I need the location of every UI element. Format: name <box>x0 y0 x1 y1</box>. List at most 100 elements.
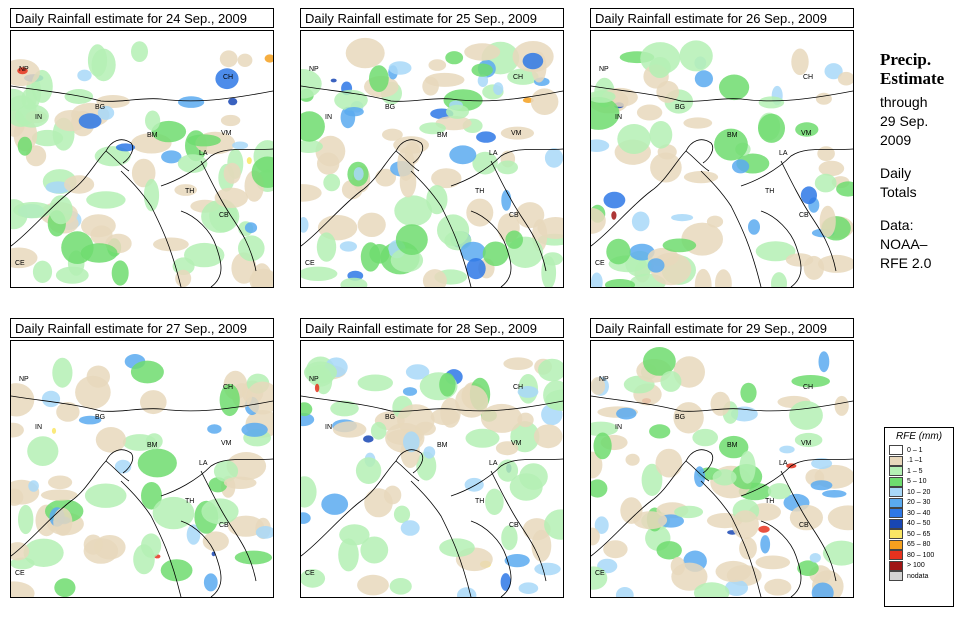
legend-swatch <box>889 455 903 466</box>
country-label-in: IN <box>325 114 332 121</box>
country-border <box>120 480 182 597</box>
country-label-bm: BM <box>437 132 448 139</box>
rainfall-map: NP CH IN BG BM VM LA TH CB CE <box>300 340 564 598</box>
country-border <box>780 160 837 272</box>
panel-title: Daily Rainfall estimate for 27 Sep., 200… <box>10 318 274 338</box>
country-border <box>11 460 130 557</box>
panel-title: Daily Rainfall estimate for 29 Sep., 200… <box>590 318 854 338</box>
legend-label: .1 –1 <box>907 457 923 465</box>
country-border <box>180 210 222 287</box>
country-border <box>200 160 257 272</box>
legend-item: 50 – 65 <box>889 529 953 540</box>
rainfall-map-panel: Daily Rainfall estimate for 24 Sep., 200… <box>10 8 276 288</box>
country-label-np: NP <box>309 66 319 73</box>
country-label-ch: CH <box>223 74 233 81</box>
caption-data: Data: <box>880 217 914 233</box>
country-label-th: TH <box>185 188 194 195</box>
country-border <box>740 458 853 497</box>
rainfall-map-panel: Daily Rainfall estimate for 26 Sep., 200… <box>590 8 856 288</box>
country-border <box>160 458 273 497</box>
legend-swatch <box>889 487 903 498</box>
country-border <box>685 449 714 474</box>
legend-swatch <box>889 571 903 582</box>
legend-swatch <box>889 445 903 456</box>
caption-heading-1: Precip. <box>880 50 932 69</box>
country-label-th: TH <box>185 498 194 505</box>
country-label-ce: CE <box>15 260 25 267</box>
panel-title: Daily Rainfall estimate for 25 Sep., 200… <box>300 8 564 28</box>
rainfall-map: NP CH IN BG BM VM LA TH CB CE <box>590 30 854 288</box>
legend-item: 5 – 10 <box>889 476 953 488</box>
legend-label: 80 – 100 <box>907 551 935 559</box>
legend-title: RFE (mm) <box>895 431 943 442</box>
country-border <box>11 85 273 102</box>
country-border <box>410 170 472 287</box>
country-label-la: LA <box>199 460 208 467</box>
country-label-bg: BG <box>675 414 685 421</box>
caption-through: through <box>880 94 928 110</box>
country-label-cb: CB <box>509 212 519 219</box>
legend-label: > 100 <box>907 562 925 570</box>
caption-date-1: 29 Sep. <box>880 113 929 129</box>
country-label-ce: CE <box>595 260 605 267</box>
country-label-th: TH <box>475 188 484 195</box>
country-label-bg: BG <box>95 414 105 421</box>
country-label-bm: BM <box>727 132 738 139</box>
country-border <box>160 148 273 187</box>
country-label-cb: CB <box>799 212 809 219</box>
legend-item: .1 –1 <box>889 455 953 467</box>
country-label-cb: CB <box>799 522 809 529</box>
country-label-in: IN <box>35 424 42 431</box>
country-border <box>105 449 134 474</box>
country-label-la: LA <box>489 150 498 157</box>
country-label-in: IN <box>325 424 332 431</box>
country-label-np: NP <box>599 66 609 73</box>
country-border <box>470 520 512 597</box>
country-label-np: NP <box>19 376 29 383</box>
country-label-in: IN <box>615 424 622 431</box>
country-label-bm: BM <box>437 442 448 449</box>
country-label-cb: CB <box>219 522 229 529</box>
country-label-vm: VM <box>511 440 522 447</box>
country-label-ce: CE <box>595 570 605 577</box>
map-canvas: NP CH IN BG BM VM LA TH CB CE <box>591 347 853 597</box>
country-border <box>301 460 420 557</box>
legend-item: 65 – 80 <box>889 539 953 551</box>
rainfall-field <box>11 41 273 287</box>
rainfall-map-panel: Daily Rainfall estimate for 25 Sep., 200… <box>300 8 566 288</box>
panel-title: Daily Rainfall estimate for 26 Sep., 200… <box>590 8 854 28</box>
legend-label: 40 – 50 <box>907 520 931 528</box>
country-label-vm: VM <box>511 130 522 137</box>
panel-title: Daily Rainfall estimate for 28 Sep., 200… <box>300 318 564 338</box>
caption-heading-2: Estimate <box>880 69 945 88</box>
country-border <box>740 148 853 187</box>
country-label-cb: CB <box>219 212 229 219</box>
country-border <box>470 210 512 287</box>
country-border <box>200 470 257 582</box>
legend-label: 20 – 30 <box>907 499 931 507</box>
country-border <box>490 160 547 272</box>
side-caption: Precip. Estimate through 29 Sep. 2009 Da… <box>880 50 965 272</box>
legend-swatch <box>889 508 903 519</box>
legend-label: 65 – 80 <box>907 541 931 549</box>
legend-swatch <box>889 550 903 561</box>
country-border <box>490 470 547 582</box>
country-label-ch: CH <box>803 74 813 81</box>
caption-source-2: RFE 2.0 <box>880 255 932 271</box>
legend-swatch <box>889 539 903 550</box>
map-canvas: NP CH IN BG BM VM LA TH CB CE <box>11 41 273 287</box>
legend-label: 10 – 20 <box>907 488 931 496</box>
legend-item: 20 – 30 <box>889 497 953 509</box>
rainfall-map: NP CH IN BG BM VM LA TH CB CE <box>590 340 854 598</box>
country-border <box>11 150 130 247</box>
rainfall-field <box>301 37 563 287</box>
legend-label: 50 – 65 <box>907 530 931 538</box>
rainfall-field <box>591 40 853 287</box>
country-label-la: LA <box>489 460 498 467</box>
rainfall-map-panel: Daily Rainfall estimate for 28 Sep., 200… <box>300 318 566 598</box>
legend-swatch <box>889 560 903 571</box>
country-label-bm: BM <box>147 442 158 449</box>
country-label-np: NP <box>599 376 609 383</box>
country-border <box>450 148 563 187</box>
country-border <box>180 520 222 597</box>
